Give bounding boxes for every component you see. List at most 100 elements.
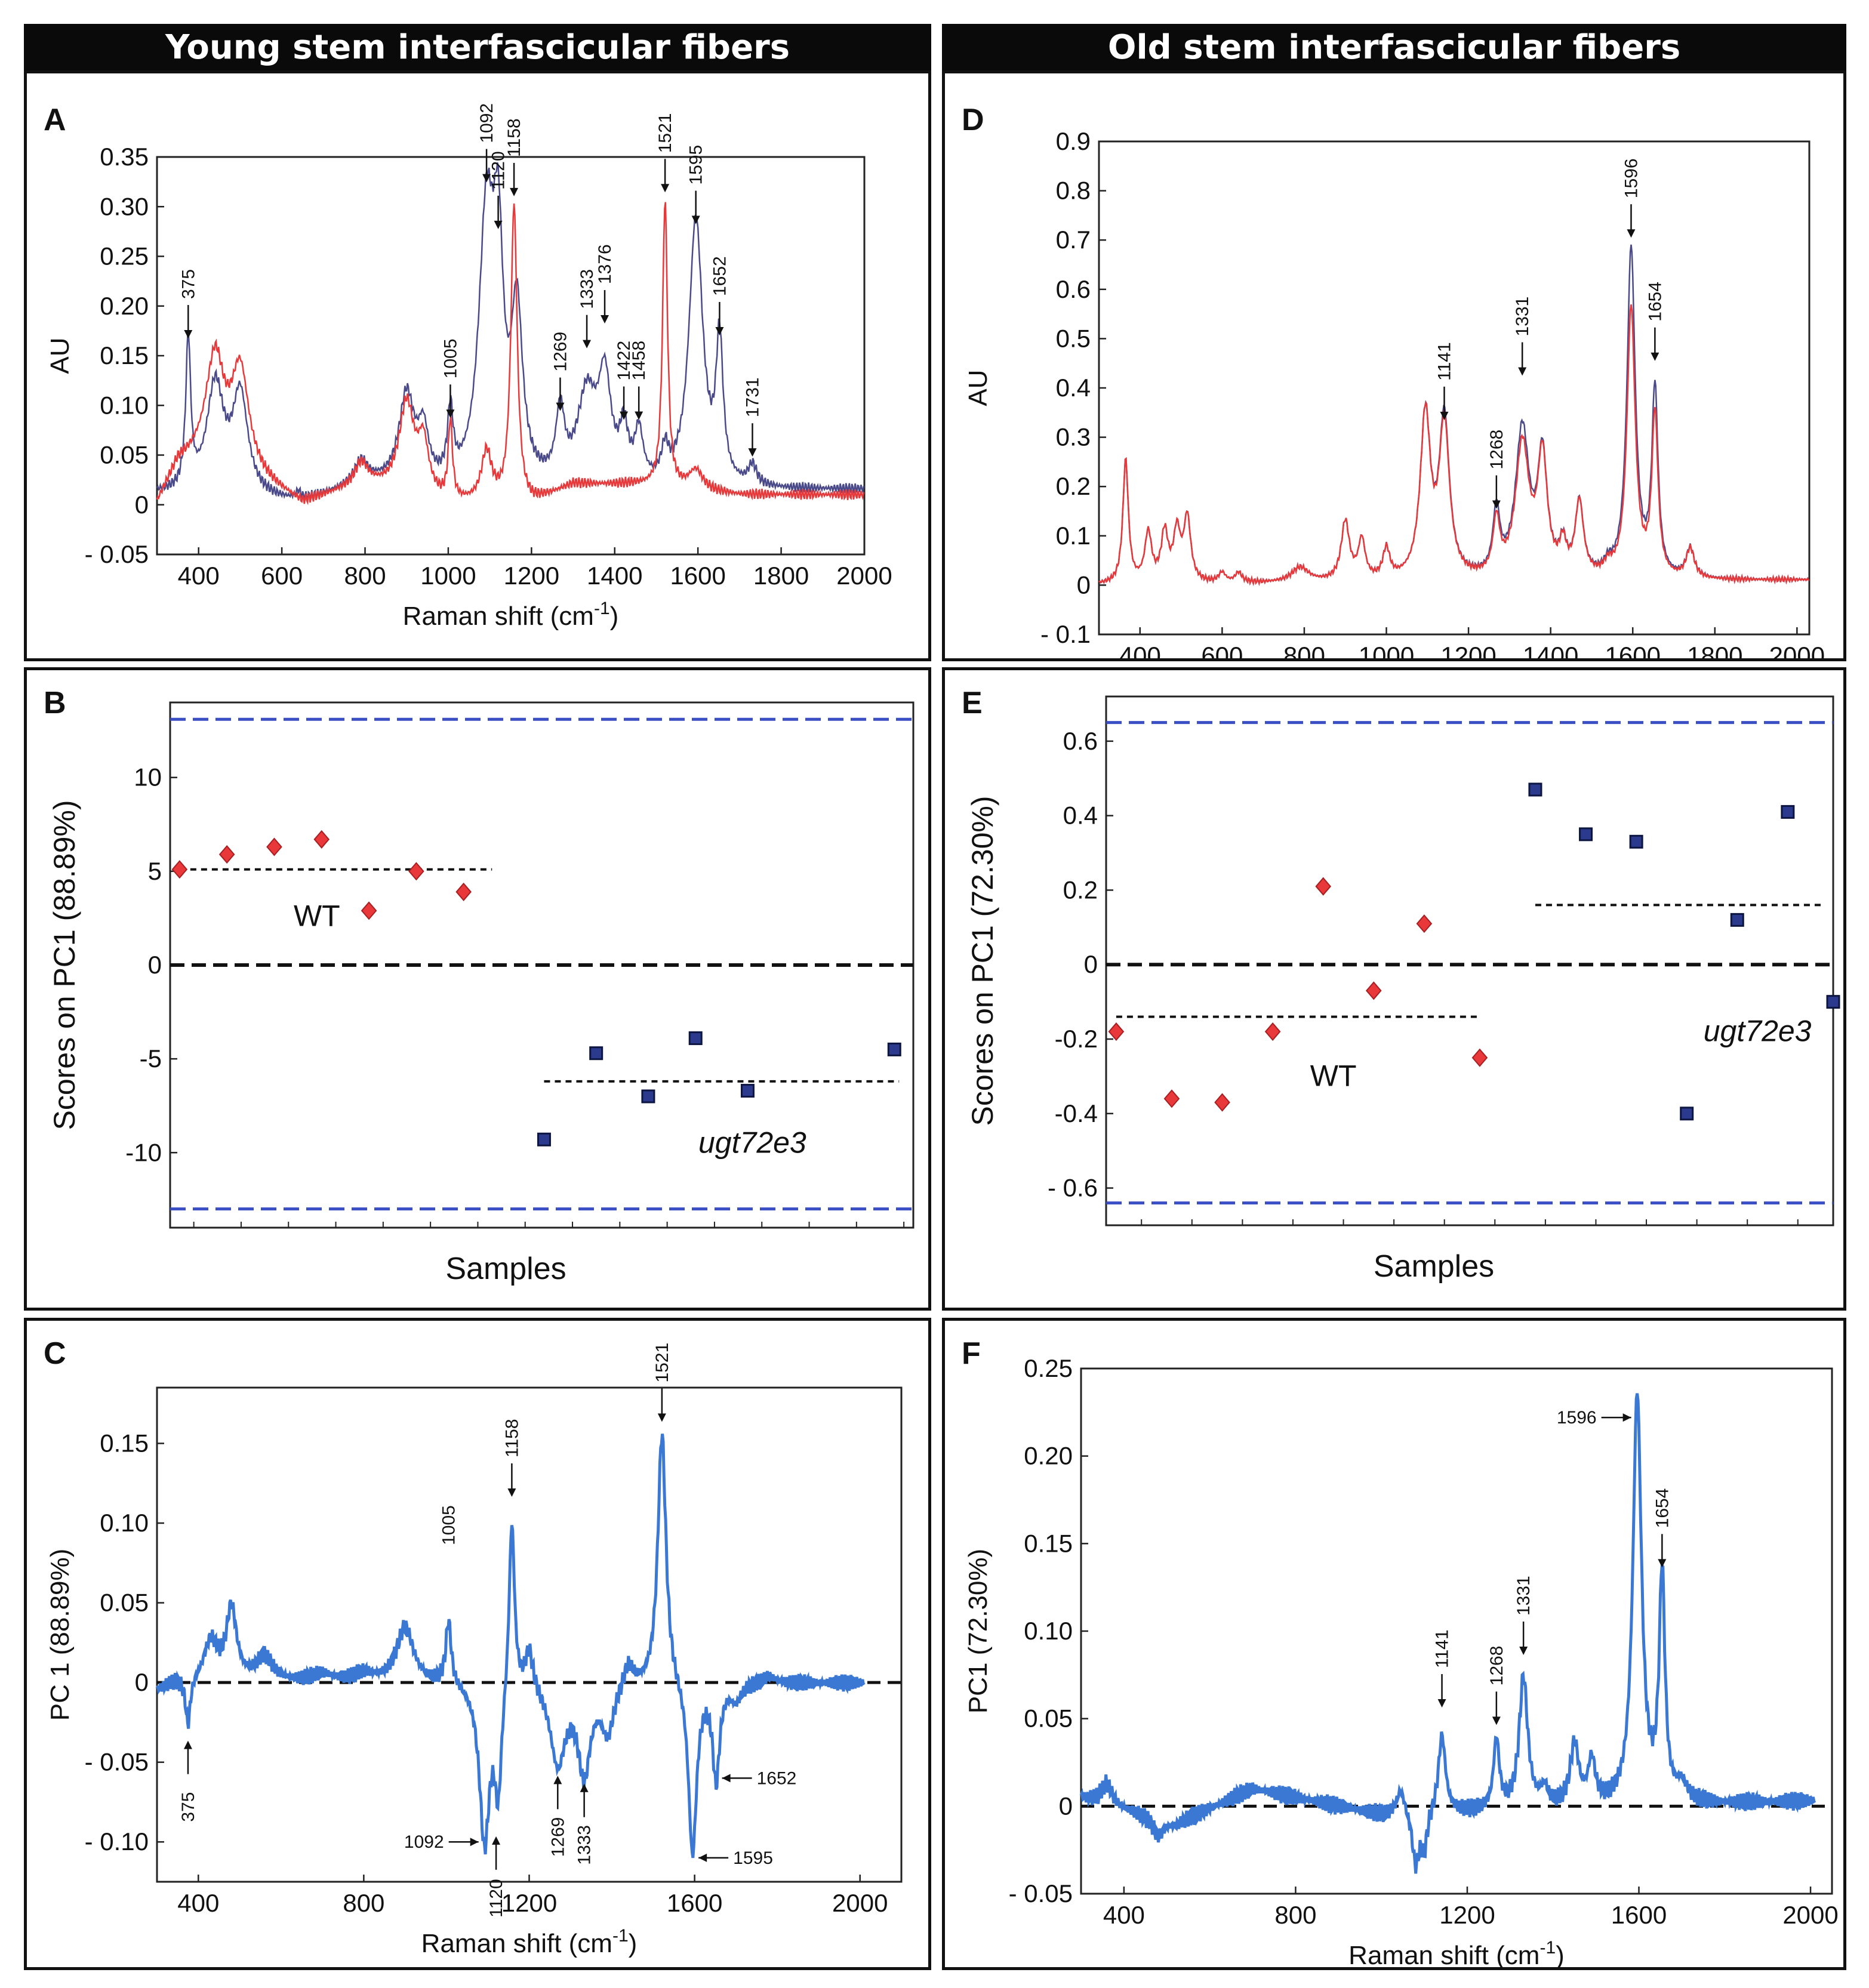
annotation-label: 1654 <box>1645 282 1665 322</box>
annotation-arrowhead <box>620 411 629 420</box>
data-point-ugt72e3 <box>537 1132 551 1146</box>
annotation-label: 1376 <box>595 244 615 284</box>
plot-frame <box>1098 140 1811 636</box>
y-tick-label: 0.20 <box>100 292 149 320</box>
y-tick-label: 0.15 <box>100 341 149 369</box>
x-tick-label: 800 <box>343 1889 384 1917</box>
series-line-wt <box>156 202 865 506</box>
annotation-arrowhead <box>1440 411 1449 420</box>
x-axis-label: Raman shift (cm-1) <box>421 1926 638 1958</box>
group-label-ugt72e3: ugt72e3 <box>698 1126 806 1160</box>
annotation-arrowhead <box>601 315 609 324</box>
data-point-ugt72e3 <box>1826 995 1840 1009</box>
annotation-label: 1158 <box>504 118 524 157</box>
panel-letter: A <box>44 103 66 137</box>
annotation-arrowhead <box>446 409 455 418</box>
x-tick-label: 600 <box>1201 642 1243 658</box>
annotation-label: 1331 <box>1514 1576 1534 1616</box>
panel-b: B -10 -5 0 5 10 Scores on PC1 (88.89%) Samples W… <box>24 667 931 1311</box>
x-tick-label: 1800 <box>1687 642 1742 658</box>
annotation-label: 1521 <box>655 113 675 153</box>
data-point-wt <box>313 830 330 849</box>
x-tick-label: 1400 <box>587 562 642 590</box>
annotation-arrowhead <box>482 174 491 183</box>
annotation-arrowhead <box>553 1776 562 1784</box>
annotation-label: 1652 <box>757 1768 797 1788</box>
y-axis-label: AU <box>963 369 993 406</box>
y-tick-label: 0.1 <box>1056 522 1091 550</box>
group-label-wt: WT <box>294 899 340 932</box>
annotation-label: 375 <box>178 269 198 299</box>
y-axis-label: AU <box>45 337 75 374</box>
data-point-ugt72e3 <box>1781 805 1795 819</box>
data-point-ugt72e3 <box>887 1042 901 1056</box>
y-tick-label: 0.15 <box>1024 1529 1073 1557</box>
data-point-wt <box>1471 1048 1488 1067</box>
y-axis-label: PC 1 (88.89%) <box>45 1549 75 1721</box>
annotation-label: 1005 <box>441 338 460 378</box>
y-tick-label: - 0.6 <box>1048 1174 1098 1202</box>
y-tick-label: 0.6 <box>1056 275 1091 303</box>
data-point-ugt72e3 <box>1579 827 1593 842</box>
data-point-wt <box>1416 914 1433 933</box>
y-tick-label: 0 <box>135 491 149 519</box>
annotation-arrowhead <box>1627 229 1636 238</box>
annotation-label: 1596 <box>1557 1408 1597 1428</box>
y-tick-label: 0.35 <box>100 143 149 171</box>
annotation-label: 1268 <box>1487 430 1507 470</box>
annotation-label: 1268 <box>1487 1646 1507 1686</box>
panel-c: C - 0.10 - 0.05 0 0.05 0.10 0.15 PC 1 (88.89%) 4… <box>24 1318 931 1970</box>
annotation-arrowhead <box>1519 1647 1528 1655</box>
y-tick-label: - 0.05 <box>85 1748 149 1776</box>
x-tick-label: 800 <box>344 562 386 590</box>
data-point-ugt72e3 <box>1528 782 1542 797</box>
header-old: Old stem interfascicular fibers <box>942 24 1846 70</box>
x-tick-label: 2000 <box>1782 1901 1838 1929</box>
y-axis-label: PC1 (72.30%) <box>963 1549 993 1713</box>
panel-d-chart: D - 0.1 0 0.1 0.2 0.3 0.4 0.5 0.6 0.7 0.8 0.9 AU 400 6… <box>962 103 1825 658</box>
y-tick-label: 0.7 <box>1056 226 1091 254</box>
data-point-wt <box>266 837 282 856</box>
annotation-arrowhead <box>1492 1716 1501 1725</box>
annotation-label: 1158 <box>502 1419 522 1457</box>
y-tick-label: 0.25 <box>1024 1354 1073 1382</box>
annotation-label: 1092 <box>404 1832 444 1852</box>
series-line-wt <box>1098 304 1810 586</box>
y-tick-label: 0 <box>135 1668 149 1696</box>
annotation-arrowhead <box>492 1836 501 1845</box>
panel-a: A - 0.05 0 0.05 0.10 0.15 0.20 0.25 0.30 0.35 AU 40… <box>24 70 931 661</box>
panel-letter: C <box>44 1336 66 1371</box>
x-tick-label: 400 <box>178 562 220 590</box>
panel-e: E - 0.6 -0.4 -0.2 0 0.2 0.4 0.6 Scores on PC1 (7… <box>942 667 1846 1311</box>
x-axis-label: Samples <box>445 1252 566 1286</box>
annotation-arrowhead <box>1518 367 1527 376</box>
annotation-arrowhead <box>1437 1699 1446 1707</box>
annotation-label: 1422 <box>614 341 634 381</box>
y-tick-label: 0.05 <box>1024 1705 1073 1733</box>
data-point-wt <box>1315 877 1332 896</box>
x-tick-label: 1600 <box>1611 1901 1667 1929</box>
data-point-ugt72e3 <box>1680 1107 1694 1121</box>
x-tick-label: 800 <box>1283 642 1325 658</box>
annotation-arrowhead <box>1492 500 1501 509</box>
data-point-wt <box>361 901 377 920</box>
series-line-pc1-loading <box>155 1434 866 1858</box>
annotation-label: 1269 <box>550 332 570 372</box>
annotation-label: 1521 <box>652 1343 672 1383</box>
y-tick-label: - 0.1 <box>1040 620 1091 648</box>
group-label-ugt72e3: ugt72e3 <box>1704 1015 1812 1048</box>
y-tick-label: 5 <box>148 857 162 885</box>
annotation-label: 1652 <box>710 256 729 296</box>
panel-letter: F <box>962 1336 981 1371</box>
panel-f-chart: F - 0.05 0 0.05 0.10 0.15 0.20 0.25 PC1 (72.30%)… <box>962 1336 1839 1967</box>
annotation-label: 1141 <box>1433 1629 1452 1668</box>
x-tick-label: 600 <box>261 562 303 590</box>
y-tick-label: 0.4 <box>1056 374 1091 402</box>
annotation-label: 1654 <box>1652 1488 1672 1528</box>
panel-letter: D <box>962 103 984 137</box>
annotation-label: 1005 <box>439 1505 458 1545</box>
data-point-wt <box>455 882 472 901</box>
y-tick-label: 0.20 <box>1024 1442 1073 1470</box>
annotation-arrowhead <box>507 1488 516 1497</box>
y-tick-label: 0.2 <box>1056 472 1091 500</box>
